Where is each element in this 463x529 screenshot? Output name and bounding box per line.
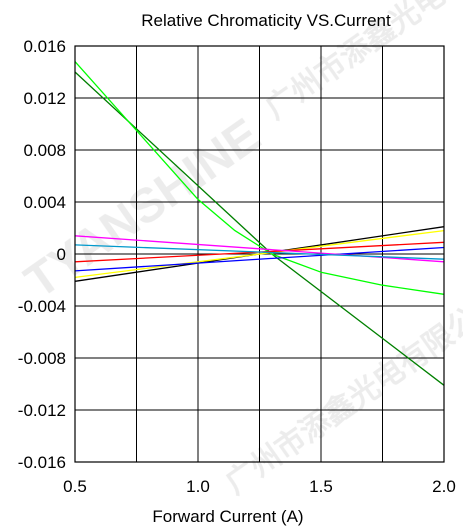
x-tick-labels: 0.5 1.0 1.5 2.0 [63, 477, 456, 496]
y-tick-label: 0 [57, 245, 66, 264]
series-line-2 [74, 61, 445, 295]
y-tick-label: 0.004 [23, 193, 66, 212]
y-tick-label: -0.012 [18, 401, 66, 420]
y-tick-labels: 0.016 0.012 0.008 0.004 0 -0.004 -0.008 -0.012 -… [18, 37, 66, 472]
y-tick-label: -0.016 [18, 453, 66, 472]
chart-title: Relative Chromaticity VS.Current [141, 11, 391, 30]
y-tick-label: -0.008 [18, 349, 66, 368]
x-tick-label: 0.5 [63, 477, 87, 496]
svg-text:广州市添鑫光电有限公司: 广州市添鑫光电有限公司 [220, 284, 463, 501]
x-axis-title: Forward Current (A) [152, 507, 303, 526]
x-tick-label: 1.0 [186, 477, 210, 496]
y-tick-label: 0.016 [23, 37, 66, 56]
series-layer [74, 61, 445, 386]
series-line-8 [74, 244, 445, 260]
series-line-6 [74, 246, 445, 272]
x-tick-label: 1.5 [309, 477, 333, 496]
y-tick-label: -0.004 [18, 297, 66, 316]
series-line-4 [74, 229, 445, 279]
x-tick-label: 2.0 [432, 477, 456, 496]
y-tick-label: 0.008 [23, 141, 66, 160]
plot-frame [74, 45, 445, 463]
y-tick-label: 0.012 [23, 89, 66, 108]
